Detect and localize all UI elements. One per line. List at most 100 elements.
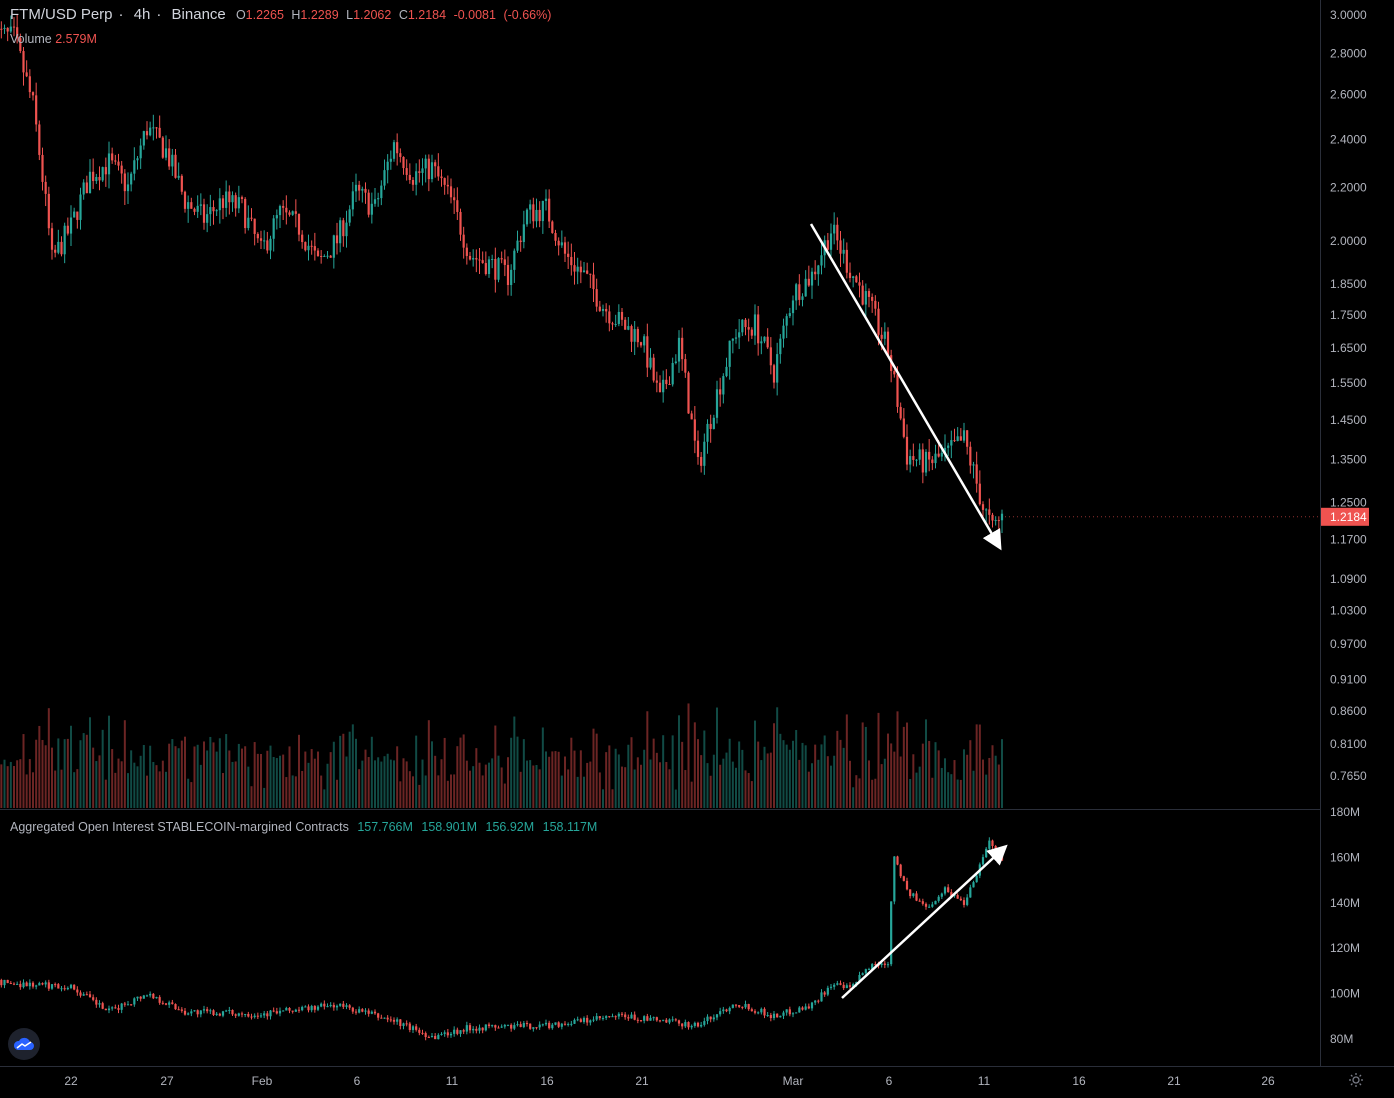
volume-bar — [234, 761, 237, 808]
price-candle — [924, 451, 928, 473]
price-candle — [551, 221, 554, 233]
volume-bar — [396, 746, 399, 808]
volume-bar — [671, 735, 674, 808]
volume-bar — [228, 750, 231, 808]
price-candle — [60, 241, 63, 255]
volume-bar — [288, 746, 291, 808]
oi-candle — [82, 994, 85, 996]
oi-candle — [247, 1013, 250, 1017]
price-tick-label: 2.6000 — [1330, 88, 1367, 102]
price-candle — [617, 311, 620, 324]
oi-candle — [947, 887, 950, 893]
oi-candle — [415, 1026, 418, 1030]
price-candle — [50, 228, 54, 250]
symbol-name[interactable]: FTM/USD Perp — [10, 6, 113, 23]
price-candle — [690, 413, 693, 420]
price-candle — [430, 162, 434, 180]
volume-bar — [649, 759, 652, 808]
volume-bar — [348, 731, 351, 808]
volume-bar — [928, 740, 931, 808]
volume-bar — [285, 777, 288, 808]
price-candle — [126, 184, 130, 192]
price-candle — [997, 520, 1000, 522]
price-candle — [462, 234, 465, 248]
price-candle — [22, 51, 25, 73]
volume-bar — [750, 781, 753, 808]
volume-bar — [440, 759, 443, 808]
volume-bar — [633, 769, 636, 808]
oi-candle — [215, 1013, 218, 1015]
oi-candle — [598, 1016, 601, 1019]
oi-candle — [760, 1008, 763, 1013]
price-candle — [421, 168, 424, 173]
price-candle — [947, 445, 950, 448]
oi-candle — [867, 969, 871, 971]
price-tick-label: 1.2500 — [1330, 496, 1367, 510]
oi-candle — [861, 973, 864, 975]
volume-bar — [874, 778, 877, 808]
volume-bar — [744, 770, 747, 808]
oi-candle — [753, 1011, 757, 1013]
price-candle — [795, 284, 798, 301]
volume-bar — [611, 789, 614, 808]
symbol-interval[interactable]: 4h — [133, 6, 151, 23]
oi-candle — [671, 1019, 674, 1021]
oi-candle — [139, 996, 142, 999]
oi-low: 156.92M — [485, 820, 535, 834]
price-candle — [902, 418, 905, 437]
volume-bar — [79, 740, 82, 808]
price-tick-label: 1.6500 — [1330, 341, 1367, 355]
volume-bar — [367, 757, 370, 808]
oi-candle — [446, 1032, 449, 1036]
price-candle — [614, 323, 617, 325]
price-candle — [921, 449, 924, 473]
price-candle — [896, 374, 899, 407]
price-candle — [576, 266, 579, 272]
price-tick-label: 1.3500 — [1330, 453, 1367, 467]
volume-bar — [988, 757, 991, 808]
price-candle — [525, 209, 529, 225]
volume-bar — [199, 764, 202, 808]
price-candle — [446, 184, 449, 187]
volume-bar — [823, 735, 826, 808]
price-candle — [693, 419, 696, 441]
oi-candle — [25, 982, 28, 987]
volume-bar — [180, 740, 183, 808]
open-interest-legend[interactable]: Aggregated Open Interest STABLECOIN-marg… — [10, 820, 597, 834]
price-candle — [741, 319, 744, 333]
oi-candle — [107, 1008, 111, 1011]
price-candle — [883, 331, 886, 339]
volume-bar — [839, 739, 842, 808]
oi-candle — [605, 1016, 608, 1018]
volume-legend[interactable]: Volume 2.579M — [10, 32, 97, 46]
oi-candle — [570, 1023, 573, 1025]
oi-candle — [652, 1017, 655, 1019]
oi-candle — [434, 1035, 437, 1040]
volume-bar — [272, 757, 275, 808]
volume-bar — [358, 769, 361, 808]
oi-candle — [364, 1010, 367, 1012]
price-candle — [620, 311, 624, 320]
oi-candle — [715, 1014, 719, 1018]
price-tick-label: 2.8000 — [1330, 46, 1367, 60]
oi-candle — [234, 1014, 237, 1016]
price-candle — [570, 256, 573, 266]
price-candle — [662, 379, 665, 393]
oi-candle — [310, 1006, 313, 1011]
volume-bar — [351, 724, 354, 808]
oi-candle — [633, 1014, 636, 1020]
volume-bar — [459, 737, 462, 808]
oi-candle — [92, 997, 95, 1000]
volume-bar — [880, 764, 883, 808]
volume-bar — [681, 741, 684, 808]
gear-icon[interactable] — [1346, 1072, 1366, 1092]
price-candle — [158, 127, 161, 138]
volume-bar — [706, 763, 709, 808]
volume-bar — [133, 762, 136, 808]
volume-bar — [997, 764, 1000, 808]
volume-bar — [545, 751, 547, 808]
price-candle — [611, 323, 614, 325]
tradingview-cloud-icon[interactable] — [8, 1028, 40, 1060]
oi-candle — [31, 982, 35, 987]
